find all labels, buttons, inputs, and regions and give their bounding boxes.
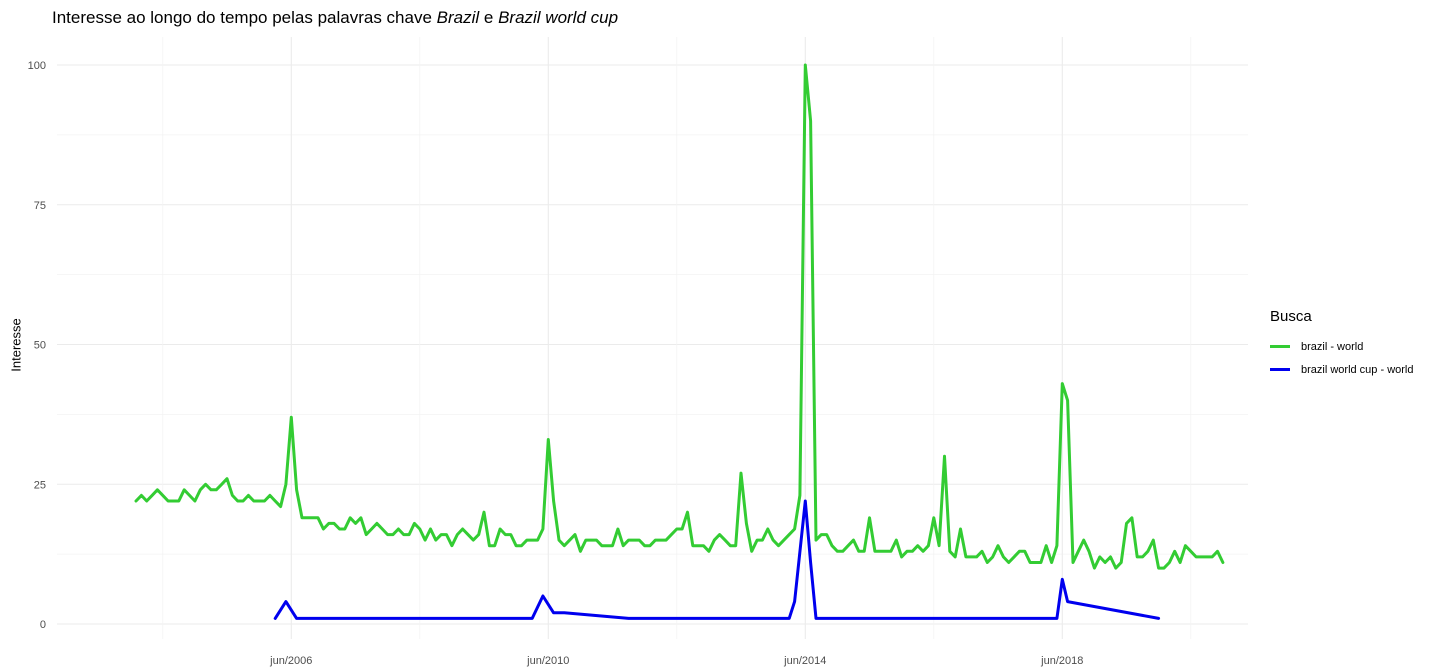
legend-label-brazil: brazil - world [1301, 340, 1364, 353]
x-tick-label: jun/2018 [1040, 655, 1083, 667]
y-tick-label: 50 [34, 340, 46, 352]
legend-swatch-brazil [1270, 345, 1290, 348]
title-keyword-1: Brazil [436, 8, 480, 27]
legend-label-brazil-world-cup: brazil world cup - world [1301, 363, 1414, 376]
title-keyword-2: Brazil world cup [498, 8, 619, 27]
x-tick-label: jun/2014 [783, 655, 826, 667]
legend-title: Busca [1270, 308, 1312, 325]
legend-item-brazil: brazil - world [1270, 335, 1413, 358]
title-text-2: e [479, 8, 499, 27]
x-tick-label: jun/2006 [269, 655, 312, 667]
title-text-1: Interesse ao longo do tempo pelas palavr… [52, 8, 437, 27]
y-tick-label: 25 [34, 479, 46, 491]
series-line-1 [273, 499, 1161, 620]
chart-title: Interesse ao longo do tempo pelas palavr… [52, 8, 618, 28]
series-line-0 [134, 63, 1225, 570]
x-tick-label: jun/2010 [526, 655, 569, 667]
legend-item-brazil-world-cup: brazil world cup - world [1270, 358, 1413, 381]
grid [57, 37, 1248, 639]
legend-swatch-brazil-world-cup [1270, 368, 1290, 371]
series-lines [134, 63, 1225, 620]
y-tick-label: 0 [40, 619, 46, 631]
legend: Busca brazil - world brazil world cup - … [1270, 308, 1413, 381]
y-tick-label: 100 [28, 60, 46, 72]
axis-ticks: 0 25 50 75 100 jun/2006 jun/2010 jun/2014 jun/20… [28, 60, 1084, 667]
y-tick-label: 75 [34, 200, 46, 212]
